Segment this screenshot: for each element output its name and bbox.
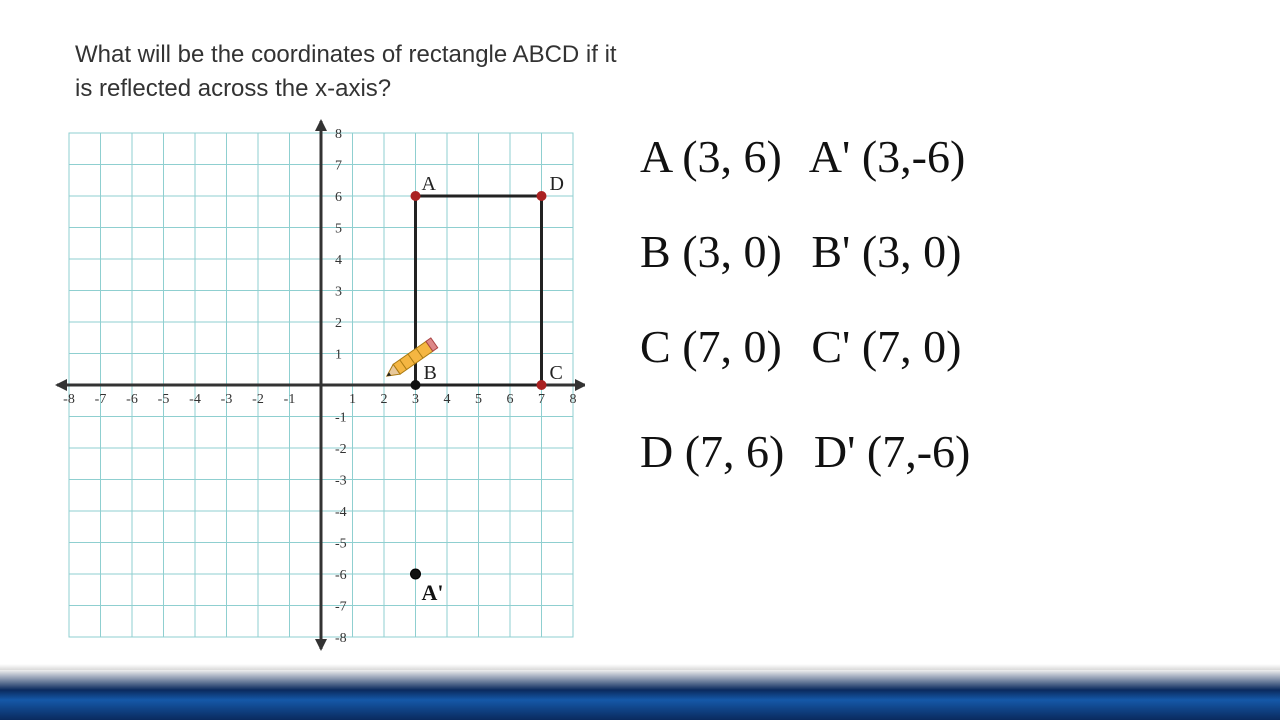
svg-text:6: 6: [507, 392, 514, 407]
svg-text:-6: -6: [335, 568, 347, 583]
svg-text:A: A: [422, 173, 437, 195]
svg-text:-7: -7: [335, 600, 347, 615]
svg-text:-4: -4: [335, 505, 347, 520]
svg-text:4: 4: [335, 253, 342, 268]
svg-text:-5: -5: [335, 537, 347, 552]
svg-text:-3: -3: [335, 474, 347, 489]
svg-text:8: 8: [335, 127, 342, 142]
svg-text:-7: -7: [95, 392, 107, 407]
question-line1: What will be the coordinates of rectangl…: [75, 41, 617, 68]
svg-text:D: D: [550, 173, 564, 195]
svg-text:-1: -1: [335, 411, 347, 426]
svg-text:7: 7: [335, 159, 342, 174]
graph-svg: -8-7-6-5-4-3-2-112345678-8-7-6-5-4-3-2-1…: [45, 115, 585, 655]
svg-text:1: 1: [349, 392, 356, 407]
svg-text:A': A': [422, 580, 444, 605]
handwritten-line: A (3, 6) A' (3,-6): [640, 130, 965, 183]
svg-text:8: 8: [570, 392, 577, 407]
svg-text:-2: -2: [252, 392, 264, 407]
svg-text:1: 1: [335, 348, 342, 363]
question-line2: is reflected across the x-axis?: [75, 75, 391, 102]
svg-text:6: 6: [335, 190, 342, 205]
svg-text:4: 4: [444, 392, 451, 407]
handwritten-line: B (3, 0) B' (3, 0): [640, 225, 961, 278]
svg-text:-5: -5: [158, 392, 170, 407]
footer-bar: [0, 670, 1280, 720]
svg-text:-2: -2: [335, 442, 347, 457]
handwritten-line: C (7, 0) C' (7, 0): [640, 320, 961, 373]
svg-text:3: 3: [412, 392, 419, 407]
handwritten-line: D (7, 6) D' (7,-6): [640, 425, 970, 478]
coordinate-graph: -8-7-6-5-4-3-2-112345678-8-7-6-5-4-3-2-1…: [45, 115, 585, 655]
svg-text:-1: -1: [284, 392, 296, 407]
svg-text:-8: -8: [63, 392, 75, 407]
svg-text:3: 3: [335, 285, 342, 300]
svg-text:7: 7: [538, 392, 545, 407]
question-text: What will be the coordinates of rectangl…: [75, 38, 617, 105]
svg-text:-6: -6: [126, 392, 138, 407]
svg-text:5: 5: [475, 392, 482, 407]
svg-text:-3: -3: [221, 392, 233, 407]
svg-text:5: 5: [335, 222, 342, 237]
svg-text:2: 2: [381, 392, 388, 407]
svg-text:2: 2: [335, 316, 342, 331]
svg-text:-8: -8: [335, 631, 347, 646]
svg-text:B: B: [424, 362, 437, 384]
svg-text:-4: -4: [189, 392, 201, 407]
svg-text:C: C: [550, 362, 563, 384]
